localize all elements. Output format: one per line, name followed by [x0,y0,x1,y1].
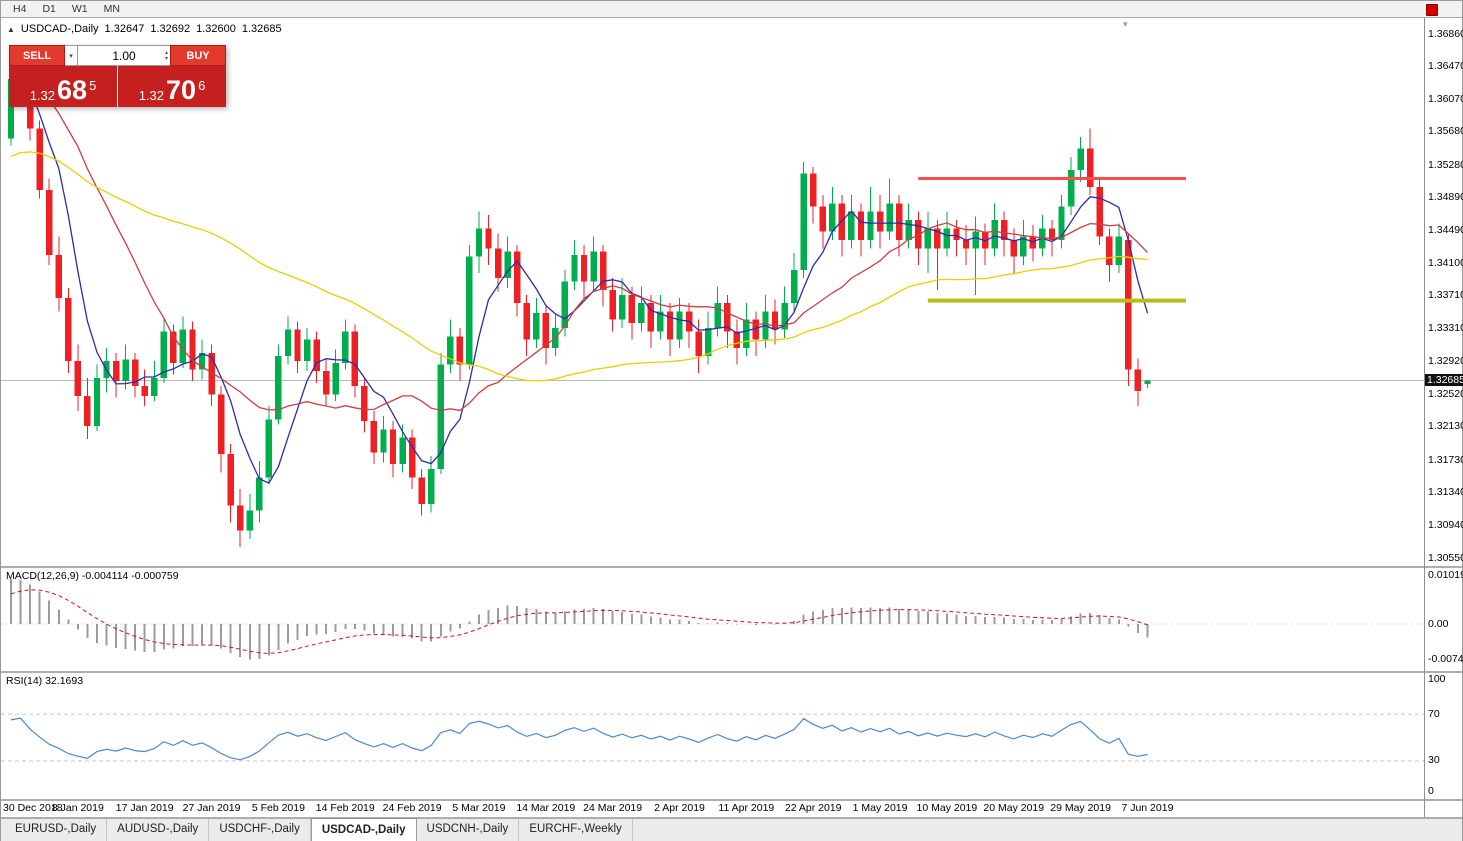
price-axis: 1.36860 1.36470 1.36070 1.35680 1.35280 1.348… [1425,18,1463,566]
quote-open: 1.32647 [104,23,145,35]
date-axis-label: 24 Mar 2019 [583,802,643,814]
price-axis-label: 1.32920 [1428,354,1463,367]
price-axis-label: 1.33310 [1428,322,1463,335]
buy-button[interactable]: BUY [170,45,226,66]
one-click-trading-panel: SELL ▾ 1.00 ▴ ▾ BUY 1.32 68 5 1.32 70 [9,45,226,107]
sell-price-button[interactable]: 1.32 68 5 [9,66,117,107]
panel-splitter[interactable] [1,671,1462,673]
buy-price-point: 6 [198,78,206,93]
date-axis-label: 27 Jan 2019 [182,802,241,814]
chart-tab-audusd-daily[interactable]: AUDUSD-,Daily [107,819,210,841]
date-axis-label: 10 May 2019 [916,802,978,814]
price-chart-canvas[interactable] [1,18,1424,566]
date-axis-label: 11 Apr 2019 [718,802,775,814]
date-axis-label: 5 Mar 2019 [452,802,506,814]
date-axis-label: 14 Feb 2019 [315,802,375,814]
chart-tab-eurusd-daily[interactable]: EURUSD-,Daily [5,819,108,841]
date-axis-label: 22 Apr 2019 [784,802,842,814]
date-axis-label: 20 May 2019 [983,802,1045,814]
date-axis-label: 17 Jan 2019 [115,802,174,814]
volume-decrease-button[interactable]: ▾ [164,55,168,62]
quote-close: 1.32685 [241,23,282,35]
price-axis-label: 1.36470 [1428,59,1463,72]
buy-price-main: 1.32 [138,88,165,103]
timeframe-mn[interactable]: MN [103,3,120,15]
date-axis-label: 30 Dec 2018 [3,802,63,814]
axis-border [1424,18,1425,817]
volume-value: 1.00 [112,48,136,63]
date-axis-label: 5 Feb 2019 [251,802,305,814]
rsi-axis-label: 0 [1428,785,1434,797]
sell-price-point: 5 [89,78,97,93]
price-axis-label: 1.31730 [1428,453,1463,466]
price-axis-label: 1.35280 [1428,158,1463,171]
sell-button[interactable]: SELL [9,45,65,66]
price-axis-label: 1.31340 [1428,485,1463,498]
price-axis-label: 1.32520 [1428,387,1463,400]
price-axis-label: 1.34890 [1428,191,1463,204]
rsi-canvas[interactable] [1,673,1424,799]
timeframe-h4[interactable]: H4 [13,3,27,15]
rsi-axis-label: 100 [1428,673,1446,685]
rsi-axis-label: 30 [1428,754,1440,767]
date-axis: 30 Dec 2018 8 Jan 2019 17 Jan 2019 27 Jan 2… [1,801,1424,817]
volume-dropdown-button[interactable]: ▾ [65,45,78,66]
axis-border [1,817,1462,818]
price-axis-label: 1.32130 [1428,420,1463,433]
chevron-down-icon: ▾ [69,52,73,60]
timeframe-d1[interactable]: D1 [42,3,56,15]
rsi-axis: 100 70 30 0 [1425,673,1463,799]
panel-splitter[interactable] [1,799,1462,801]
chart-tab-bar: EURUSD-,Daily AUDUSD-,Daily USDCHF-,Daily U… [1,818,1462,841]
price-axis-label: 1.33710 [1428,289,1463,302]
macd-axis-label: -0.007476 [1428,653,1463,666]
date-axis-label: 2 Apr 2019 [654,802,705,814]
timeframe-toolbar: H4 D1 W1 MN [1,1,1462,18]
rsi-label: RSI(14) 32.1693 [6,675,84,687]
date-axis-label: 29 May 2019 [1050,802,1111,814]
chart-shift-marker-icon: ▾ [1123,19,1128,29]
rsi-axis-label: 70 [1428,707,1440,720]
chart-tab-eurchf-weekly[interactable]: EURCHF-,Weekly [519,819,633,841]
buy-price-button[interactable]: 1.32 70 6 [118,66,226,107]
quote-low: 1.32600 [196,23,236,35]
symbol-marker-icon: ▲ [7,24,15,34]
price-axis-label: 1.34490 [1428,224,1463,237]
price-axis-label: 1.30550 [1428,551,1463,564]
date-axis-label: 24 Feb 2019 [382,802,442,814]
macd-axis-label: 0.010199 [1428,568,1463,581]
chart-tab-usdcnh-daily[interactable]: USDCNH-,Daily [417,819,520,841]
macd-canvas[interactable] [1,568,1424,671]
macd-label: MACD(12,26,9) -0.004114 -0.000759 [6,570,179,582]
volume-input[interactable]: 1.00 ▴ ▾ [78,45,170,66]
date-axis-label: 8 Jan 2019 [51,802,104,814]
chart-tab-usdcad-daily[interactable]: USDCAD-,Daily [310,818,417,841]
price-axis-label: 1.35680 [1428,125,1463,138]
price-axis-label: 1.34100 [1428,256,1463,269]
price-axis-label: 1.36860 [1428,27,1463,40]
sell-price-main: 1.32 [29,88,56,103]
timeframe-w1[interactable]: W1 [71,3,88,15]
sell-price-pips: 68 [57,75,88,106]
buy-price-pips: 70 [166,75,197,106]
app-icon [1426,4,1438,16]
macd-axis: 0.010199 0.00 -0.007476 [1425,568,1463,671]
price-axis-label: 1.30940 [1428,519,1463,532]
price-axis-label: 1.36070 [1428,93,1463,106]
macd-axis-label: 0.00 [1428,617,1449,630]
volume-increase-button[interactable]: ▴ [164,49,168,56]
panel-splitter[interactable] [1,566,1462,568]
quote-high: 1.32692 [150,23,191,35]
chart-symbol-title: USDCAD-,Daily [20,23,99,35]
chart-tab-usdchf-daily[interactable]: USDCHF-,Daily [209,819,311,841]
date-axis-label: 1 May 2019 [852,802,908,814]
date-axis-label: 7 Jun 2019 [1121,802,1174,814]
current-price-tag: 1.32685 [1425,373,1463,386]
quote-line: ▲ USDCAD-,Daily 1.32647 1.32692 1.32600 … [7,23,282,35]
date-axis-label: 14 Mar 2019 [516,802,576,814]
